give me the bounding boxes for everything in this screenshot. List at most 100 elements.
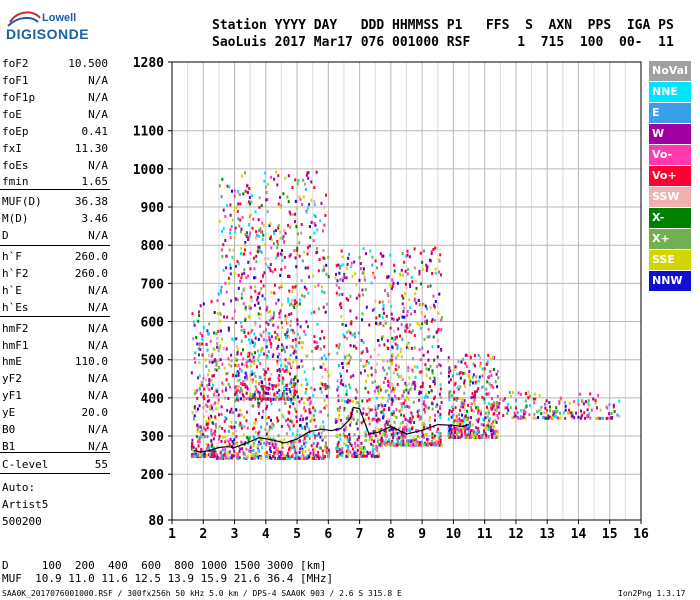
echo-point	[491, 428, 494, 432]
echo-point	[380, 263, 383, 267]
echo-point	[257, 404, 260, 408]
echo-point	[452, 413, 454, 417]
echo-point	[481, 374, 484, 378]
echo-point	[461, 405, 464, 409]
echo-point	[396, 368, 399, 372]
echo-point	[454, 436, 456, 439]
echo-point	[431, 407, 434, 411]
echo-point	[421, 430, 424, 434]
echo-point	[287, 174, 290, 178]
echo-point	[421, 443, 424, 447]
param-value: 20.0	[81, 406, 109, 419]
echo-point	[393, 337, 396, 341]
echo-point	[487, 392, 490, 396]
echo-point	[300, 359, 303, 363]
echo-point	[272, 455, 274, 458]
echo-point	[240, 174, 243, 178]
echo-point	[279, 205, 282, 209]
echo-point	[372, 272, 375, 276]
echo-point	[273, 454, 276, 458]
echo-point	[378, 343, 381, 347]
echo-point	[327, 352, 330, 356]
echo-point	[254, 385, 257, 388]
echo-point	[494, 408, 496, 412]
echo-point	[191, 438, 194, 442]
echo-point	[248, 196, 251, 199]
echo-point	[207, 373, 210, 377]
echo-point	[208, 360, 211, 364]
echo-point	[403, 430, 406, 434]
echo-point	[349, 423, 352, 427]
echo-point	[368, 323, 371, 327]
echo-point	[269, 222, 272, 226]
y-tick-label: 80	[148, 514, 164, 529]
echo-point	[279, 450, 281, 454]
echo-point	[217, 349, 220, 353]
echo-point	[289, 353, 292, 357]
echo-point	[273, 177, 276, 181]
echo-point	[314, 346, 317, 350]
echo-point	[322, 453, 325, 457]
echo-point	[396, 437, 398, 441]
echo-point	[246, 377, 249, 381]
echo-point	[227, 276, 230, 280]
echo-point	[458, 413, 461, 417]
echo-point	[279, 236, 282, 240]
echo-point	[412, 357, 415, 361]
echo-point	[272, 242, 275, 246]
echo-point	[431, 272, 434, 275]
echo-point	[294, 407, 297, 411]
echo-point	[362, 454, 365, 458]
echo-point	[257, 218, 260, 222]
echo-point	[232, 442, 235, 446]
echo-point	[597, 393, 600, 397]
echo-point	[447, 356, 450, 360]
echo-point	[291, 453, 294, 457]
echo-point	[228, 385, 231, 389]
echo-point	[453, 426, 456, 430]
echo-point	[487, 423, 490, 427]
echo-point	[236, 442, 238, 446]
echo-point	[355, 455, 357, 458]
echo-point	[349, 344, 352, 347]
echo-point	[396, 347, 399, 351]
echo-point	[267, 350, 270, 354]
echo-point	[216, 299, 219, 303]
echo-point	[294, 299, 297, 303]
param-value: N/A	[88, 339, 108, 352]
echo-point	[419, 443, 422, 447]
echo-point	[482, 417, 485, 421]
echo-point	[460, 405, 462, 409]
echo-point	[485, 387, 488, 391]
echo-point	[324, 387, 327, 391]
echo-point	[418, 272, 421, 276]
echo-point	[413, 441, 416, 445]
echo-point	[293, 306, 296, 310]
echo-point	[288, 357, 291, 361]
echo-point	[221, 255, 224, 258]
echo-point	[225, 347, 228, 351]
echo-point	[466, 409, 469, 413]
echo-point	[226, 254, 229, 258]
param-value: N/A	[88, 372, 108, 385]
echo-point	[225, 266, 227, 270]
echo-point	[296, 199, 299, 203]
echo-point	[268, 338, 271, 341]
echo-point	[302, 439, 305, 443]
echo-point	[312, 456, 315, 460]
echo-point	[269, 446, 272, 450]
echo-point	[260, 280, 263, 283]
echo-point	[365, 359, 368, 363]
echo-point	[393, 442, 396, 446]
echo-point	[246, 231, 248, 235]
echo-point	[590, 408, 593, 412]
echo-point	[549, 405, 551, 409]
echo-point	[474, 380, 477, 384]
echo-point	[343, 355, 346, 359]
echo-point	[305, 173, 308, 177]
echo-point	[383, 428, 386, 432]
echo-point	[448, 411, 451, 415]
echo-point	[398, 409, 401, 413]
echo-point	[402, 433, 405, 437]
echo-point	[322, 256, 325, 260]
